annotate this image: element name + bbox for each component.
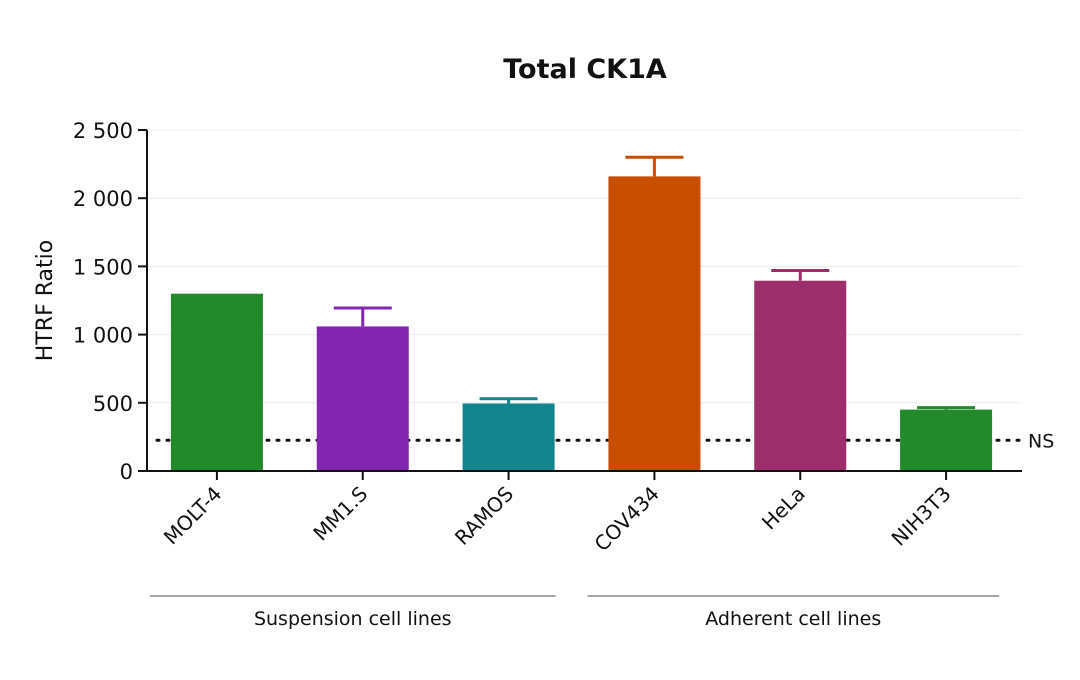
x-category-label-4: HeLa xyxy=(757,482,810,535)
group-label-1: Adherent cell lines xyxy=(705,608,881,630)
y-tick-label-1: 500 xyxy=(93,392,133,416)
bar-nih3t3 xyxy=(900,409,993,471)
chart-title: Total CK1A xyxy=(503,54,667,85)
bar-mm1-s xyxy=(316,326,409,471)
gridlines xyxy=(147,129,1022,404)
y-tick-label-4: 2 000 xyxy=(73,187,133,211)
bar-ramos xyxy=(462,403,555,471)
y-tick-label-0: 0 xyxy=(120,460,133,484)
x-category-label-3: COV434 xyxy=(590,482,664,556)
x-category-label-5: NIH3T3 xyxy=(887,482,956,551)
threshold-line-group: NS xyxy=(155,430,1054,452)
axes xyxy=(146,130,1022,480)
x-category-label-1: MM1.S xyxy=(308,482,372,546)
group-brackets: Suspension cell lines Adherent cell lines xyxy=(149,595,1000,630)
bars xyxy=(170,155,993,471)
bar-hela xyxy=(754,280,847,471)
y-ticks: 0 500 1 000 1 500 2 000 2 500 xyxy=(73,119,147,484)
y-tick-label-3: 1 500 xyxy=(73,255,133,279)
bar-cov434 xyxy=(608,176,701,471)
y-tick-label-2: 1 000 xyxy=(73,324,133,348)
x-category-label-0: MOLT-4 xyxy=(159,482,227,550)
threshold-label: NS xyxy=(1028,430,1054,452)
group-label-0: Suspension cell lines xyxy=(254,608,452,630)
y-tick-label-5: 2 500 xyxy=(73,119,133,143)
bar-molt-4 xyxy=(170,293,263,471)
y-axis-label: HTRF Ratio xyxy=(33,240,58,361)
x-category-labels: MOLT-4 MM1.S RAMOS COV434 HeLa NIH3T3 xyxy=(159,482,956,556)
x-category-label-2: RAMOS xyxy=(450,482,518,550)
